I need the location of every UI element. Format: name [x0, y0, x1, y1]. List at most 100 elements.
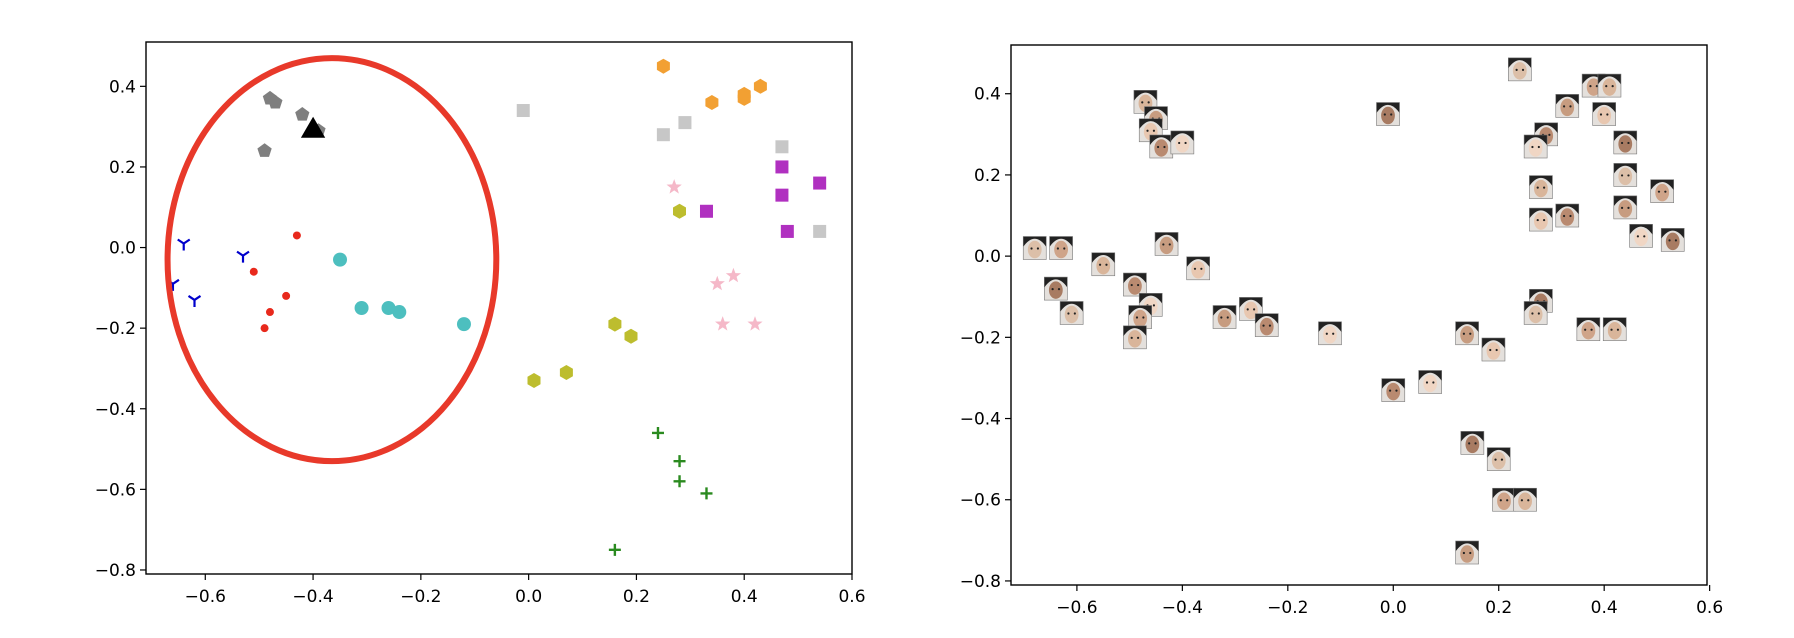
data-point-plus [673, 455, 686, 468]
face-thumbnail-point [1481, 337, 1506, 362]
face-thumbnail-point [1660, 228, 1685, 252]
x-tick-label: −0.6 [185, 587, 226, 607]
face-thumbnail-point [1650, 179, 1674, 203]
data-point-plus [608, 543, 621, 556]
face-thumbnail-point [1318, 321, 1342, 346]
x-tick-label: 0.2 [623, 587, 650, 607]
face-thumbnail-point [1381, 378, 1406, 402]
face-thumbnail-point [1460, 431, 1485, 455]
face-thumbnail-point [1513, 487, 1537, 512]
face-thumbnail-point [1613, 163, 1638, 187]
data-point-star [715, 316, 731, 331]
face-thumbnail-point [1523, 301, 1548, 325]
face-thumbnail-point [1486, 447, 1511, 471]
face-thumbnail-point [1186, 256, 1210, 281]
face-thumbnail-point [1418, 370, 1442, 394]
data-point-hexagon [753, 78, 767, 94]
x-tick-label: 0.6 [1696, 598, 1723, 618]
y-tick-label: −0.2 [960, 328, 1001, 348]
face-thumbnail-point [1597, 73, 1622, 98]
x-axis: −0.6 −0.4 −0.2 0.0 0.2 0.4 0.6 [1056, 585, 1723, 618]
x-tick-label: 0.4 [1591, 598, 1618, 618]
face-thumbnail-point [1455, 540, 1479, 565]
face-thumbnail-point [1091, 252, 1116, 277]
y-tick-label: −0.6 [95, 480, 136, 500]
face-thumbnail-point [1529, 175, 1553, 199]
data-point-star [747, 316, 763, 331]
y-axis: −0.8 −0.6 −0.4 −0.2 0.0 0.2 0.4 [95, 77, 146, 581]
data-point-square [678, 116, 692, 130]
y-tick-label: −0.4 [95, 400, 136, 420]
x-tick-label: 0.2 [1485, 598, 1512, 618]
data-point-dot [292, 231, 301, 240]
highlight-ellipse [164, 55, 500, 465]
data-point-star [709, 275, 725, 291]
x-tick-label: 0.4 [731, 587, 758, 607]
y-tick-label: −0.8 [95, 561, 136, 581]
face-thumbnail-point [1529, 207, 1553, 232]
data-point-circle [392, 305, 407, 320]
face-thumbnail-point [1592, 102, 1616, 126]
face-thumbnail-point [1059, 301, 1084, 325]
data-point-dot [249, 267, 258, 276]
face-thumbnail-point [1149, 134, 1174, 159]
x-tick-label: 0.6 [838, 587, 865, 607]
face-thumbnail-point [1128, 305, 1152, 329]
x-tick-label: 0.0 [1380, 598, 1407, 618]
y-tick-label: 0.0 [109, 239, 136, 259]
data-point-pentagon [295, 107, 310, 121]
data-point-hexagon [737, 90, 751, 106]
face-thumbnail-point [1555, 94, 1580, 118]
data-point-pentagon [257, 143, 272, 157]
y-tick-label: −0.6 [960, 491, 1001, 511]
x-tick-label: −0.4 [1162, 598, 1203, 618]
data-point-circle [333, 252, 348, 267]
face-thumbnail-point [1376, 102, 1400, 126]
data-point-hexagon [608, 316, 622, 332]
scatter-plot-right: −0.6 −0.4 −0.2 0.0 0.2 0.4 0.6 −0.8−0.6−0.4−0.… [960, 44, 1723, 618]
data-point-square [813, 176, 827, 190]
data-point-plus [700, 487, 713, 500]
y-tick-label: 0.4 [109, 77, 136, 97]
data-point-hexagon [705, 95, 719, 110]
data-point-square [775, 140, 789, 154]
face-thumbnail-point [1613, 195, 1638, 220]
y-tick-label: 0.4 [974, 85, 1001, 105]
data-point-square [813, 224, 827, 238]
face-thumbnail-point [1123, 325, 1147, 350]
data-point-circle [456, 317, 471, 332]
data-points [166, 58, 827, 556]
data-point-square [775, 160, 789, 174]
face-thumbnail-point [1049, 236, 1073, 260]
data-point-square [775, 188, 789, 202]
data-points [1022, 57, 1685, 565]
data-point-square [699, 204, 713, 218]
data-point-circle [381, 301, 396, 315]
data-point-square [656, 128, 670, 142]
data-point-hexagon [624, 328, 638, 344]
y-tick-label: 0.0 [974, 247, 1001, 267]
y-tick-label: 0.2 [109, 158, 136, 178]
data-point-star [725, 267, 741, 283]
data-point-star [666, 179, 682, 194]
data-point-square [516, 104, 530, 118]
data-point-tri_down [187, 295, 202, 307]
face-thumbnail-point [1555, 203, 1580, 228]
face-thumbnail-point [1602, 317, 1627, 342]
face-thumbnail-point [1212, 305, 1237, 329]
data-point-hexagon [559, 365, 573, 380]
plot-area-frame [1010, 44, 1708, 586]
data-point-hexagon [527, 373, 541, 388]
face-thumbnail-point [1629, 224, 1653, 248]
plot-area-frame [145, 41, 853, 575]
x-tick-label: −0.2 [1267, 598, 1308, 618]
face-thumbnail-point [1254, 313, 1279, 337]
face-thumbnail-point [1044, 276, 1068, 301]
face-thumbnail-point [1523, 134, 1548, 159]
data-point-hexagon [673, 203, 686, 219]
face-thumbnail-point [1492, 487, 1516, 512]
data-point-hexagon [656, 58, 670, 74]
scatter-plot-left: −0.6 −0.4 −0.2 0.0 0.2 0.4 0.6 −0.8−0.6−0.4−0.… [95, 41, 866, 607]
data-point-circle [354, 301, 369, 315]
